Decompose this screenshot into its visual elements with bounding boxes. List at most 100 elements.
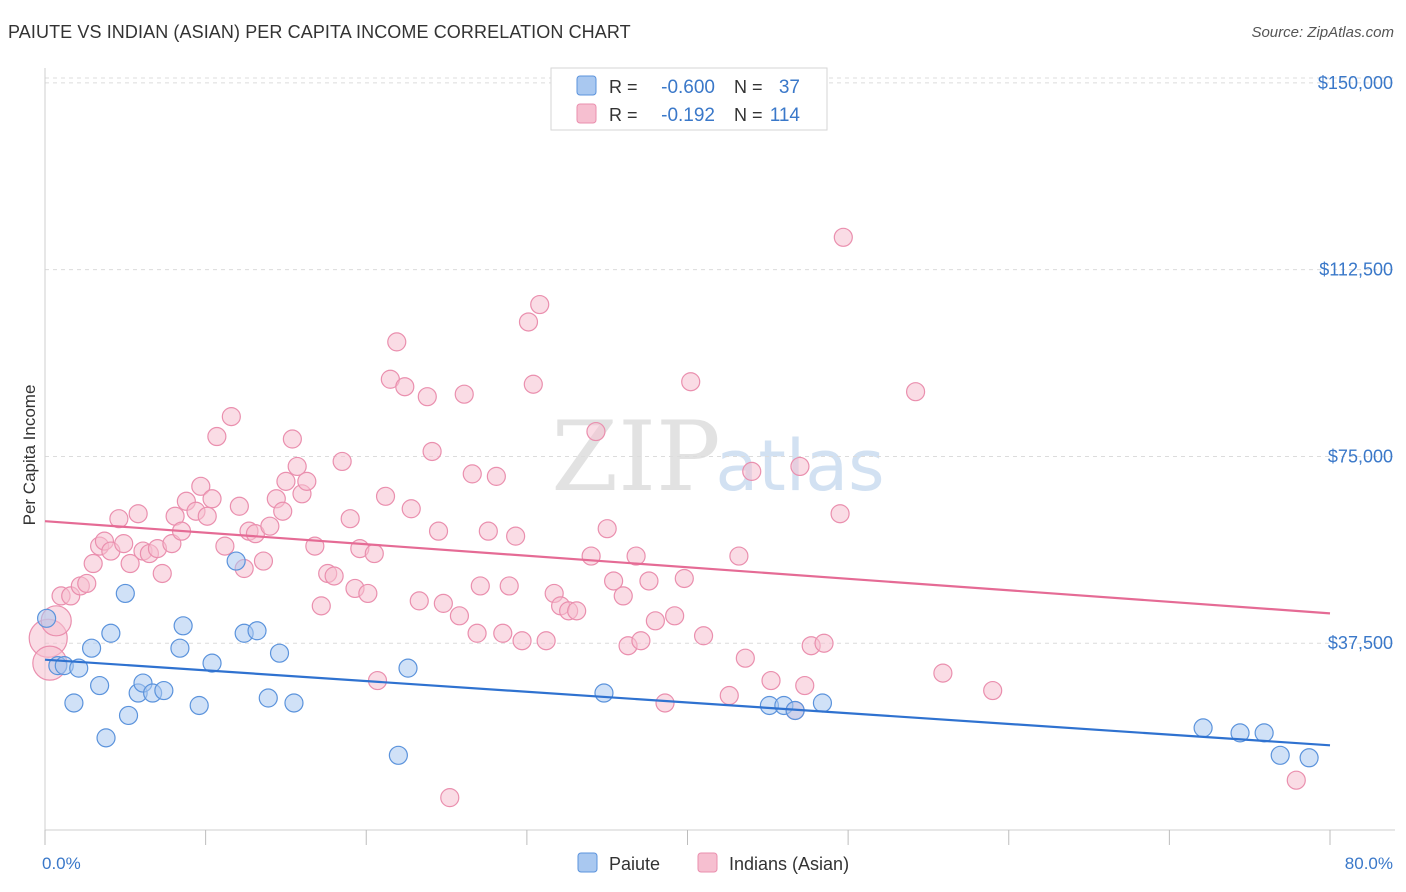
indian-point xyxy=(499,576,519,596)
chart-title: PAIUTE VS INDIAN (ASIAN) PER CAPITA INCO… xyxy=(8,22,631,42)
paiute-point xyxy=(101,623,121,643)
series-legend: Paiute Indians (Asian) xyxy=(577,852,849,874)
indian-point xyxy=(358,583,378,604)
paiute-point xyxy=(1270,745,1290,765)
indian-point xyxy=(742,461,762,481)
paiute-point xyxy=(189,695,209,716)
indian-point xyxy=(417,387,437,407)
paiute-point xyxy=(812,693,833,713)
indian-point xyxy=(639,571,659,591)
indian-point xyxy=(581,546,601,566)
indian-point xyxy=(253,551,274,571)
y-tick-label: $150,000 xyxy=(1318,73,1393,93)
indian-point xyxy=(674,568,694,589)
bottom-legend-swatch-paiute xyxy=(577,852,598,873)
indian-point xyxy=(191,476,211,496)
y-tick-label: $37,500 xyxy=(1328,633,1393,653)
indian-point xyxy=(790,456,810,477)
indian-point xyxy=(729,546,749,566)
paiute-point xyxy=(81,638,102,658)
paiute-point xyxy=(173,616,193,636)
indian-point xyxy=(287,456,307,477)
legend-r-value-paiute: -0.600 xyxy=(661,77,715,98)
indian-point xyxy=(645,611,665,631)
trend-line-indians-asian xyxy=(44,520,1331,615)
paiute-point xyxy=(284,693,304,713)
indian-point xyxy=(422,441,442,462)
paiute-point xyxy=(388,745,408,765)
gridlines xyxy=(45,77,1395,644)
indian-point xyxy=(324,566,344,586)
indian-point xyxy=(1286,770,1306,790)
series-indians-asian xyxy=(28,227,1306,808)
indian-point xyxy=(282,429,302,449)
indian-point xyxy=(626,546,646,566)
y-axis-label: Per Capita Income xyxy=(20,385,39,526)
paiute-point xyxy=(247,621,267,641)
series-paiute xyxy=(37,551,1319,768)
y-tick-labels: $37,500 $75,000 $112,500 $150,000 xyxy=(1318,73,1393,653)
paiute-point xyxy=(1254,723,1274,743)
indian-point xyxy=(719,685,739,706)
paiute-point xyxy=(90,675,110,696)
indian-point xyxy=(364,543,384,564)
indian-point xyxy=(454,384,474,404)
indian-point xyxy=(655,693,675,713)
trend-lines xyxy=(44,520,1331,747)
paiute-point xyxy=(202,653,222,673)
indian-point xyxy=(681,372,701,392)
source-label: Source: ZipAtlas.com xyxy=(1251,24,1394,41)
indian-point xyxy=(229,496,249,516)
indian-point xyxy=(512,631,532,651)
indian-point xyxy=(795,675,815,696)
x-tick-label-max: 80.0% xyxy=(1345,854,1393,873)
paiute-point xyxy=(594,683,614,703)
indian-point xyxy=(518,312,539,332)
paiute-point xyxy=(115,583,135,604)
legend-n-label-indian: N = xyxy=(734,105,763,125)
indian-point xyxy=(462,464,482,484)
paiute-point xyxy=(1230,723,1250,743)
indian-point xyxy=(433,593,453,613)
bottom-legend-label-paiute: Paiute xyxy=(609,854,660,874)
indian-point xyxy=(375,486,396,506)
indian-point xyxy=(128,504,148,524)
indian-point xyxy=(311,596,331,616)
paiute-point xyxy=(269,643,290,663)
legend-r-label-paiute: R = xyxy=(609,77,638,97)
paiute-point xyxy=(37,608,57,628)
indian-point xyxy=(221,407,241,427)
indian-point xyxy=(449,606,470,626)
indian-point xyxy=(297,471,317,491)
paiute-point xyxy=(226,551,246,571)
indian-point xyxy=(631,631,651,651)
indian-point xyxy=(586,421,606,442)
legend-n-value-paiute: 37 xyxy=(779,77,800,98)
indian-point xyxy=(761,670,781,691)
indian-point xyxy=(215,536,235,556)
indian-point xyxy=(905,382,926,402)
indian-point xyxy=(197,506,217,526)
indian-point xyxy=(387,332,407,352)
indian-point xyxy=(152,563,172,584)
legend-r-label-indian: R = xyxy=(609,105,638,125)
indian-point xyxy=(332,451,352,472)
paiute-point xyxy=(170,638,190,658)
indian-point xyxy=(114,534,134,554)
indian-point xyxy=(470,576,490,596)
paiute-point xyxy=(96,728,116,748)
indian-point xyxy=(202,489,222,509)
indian-point xyxy=(830,504,850,524)
paiute-point xyxy=(154,680,174,701)
indian-point xyxy=(276,471,296,491)
indian-point xyxy=(401,499,421,519)
paiute-point xyxy=(69,658,89,678)
indian-point xyxy=(273,501,293,521)
watermark-zip: ZIP xyxy=(551,401,720,513)
indian-point xyxy=(77,573,97,594)
indian-point xyxy=(260,516,280,536)
legend-swatch-indian xyxy=(576,103,597,124)
x-ticks xyxy=(44,830,1331,845)
indian-point xyxy=(536,631,556,651)
